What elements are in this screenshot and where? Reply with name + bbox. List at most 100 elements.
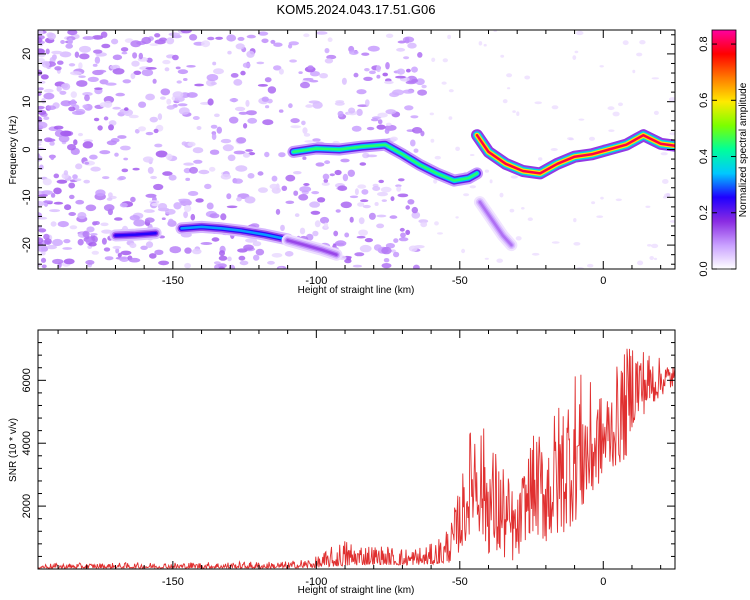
spectrogram-x-label: Height of straight line (km) (298, 285, 415, 296)
noise-speckle (38, 116, 43, 123)
noise-speckle (72, 110, 84, 115)
noise-speckle (314, 220, 321, 228)
noise-speckle (484, 169, 489, 173)
noise-speckle (112, 245, 122, 250)
noise-speckle (77, 238, 84, 246)
spectrogram-y-label: Frequency (Hz) (8, 116, 19, 185)
noise-speckle (100, 222, 109, 227)
noise-speckle (183, 211, 189, 219)
noise-speckle (74, 178, 82, 182)
noise-speckle (271, 175, 278, 182)
noise-speckle (218, 255, 228, 261)
noise-speckle (309, 201, 320, 208)
noise-speckle (183, 162, 195, 166)
noise-speckle (275, 208, 281, 215)
noise-speckle (82, 141, 94, 149)
noise-speckle (353, 72, 359, 78)
noise-speckle (211, 237, 220, 242)
noise-speckle (69, 225, 78, 230)
noise-speckle (168, 218, 174, 224)
noise-speckle (359, 244, 372, 253)
noise-speckle (258, 31, 269, 36)
noise-speckle (596, 215, 604, 218)
noise-speckle (469, 154, 475, 156)
noise-speckle (119, 202, 128, 208)
noise-speckle (240, 70, 246, 76)
spectrogram-y-tick-label: 10 (21, 96, 33, 108)
spectral-track (286, 239, 338, 256)
noise-speckle (67, 144, 76, 151)
spectrogram-x-tick-label: -50 (452, 275, 468, 287)
noise-speckle (245, 238, 258, 243)
noise-speckle (153, 183, 164, 191)
noise-speckle (198, 169, 210, 175)
snr-y-tick-label: 4000 (21, 431, 33, 455)
noise-speckle (278, 152, 286, 158)
noise-speckle (83, 179, 90, 184)
snr-panel: -150 -100 -50 0 2000 4000 6000 Height of strai… (8, 329, 676, 596)
noise-speckle (212, 61, 217, 66)
noise-speckle (376, 214, 387, 218)
noise-speckle (78, 75, 86, 78)
noise-speckle (368, 212, 376, 220)
noise-speckle (43, 92, 55, 100)
spectrogram-y-tick-label: 0 (21, 146, 33, 152)
noise-speckle (591, 201, 596, 205)
noise-speckle (437, 232, 443, 235)
noise-speckle (385, 243, 395, 249)
noise-speckle (70, 91, 78, 98)
noise-speckle (88, 242, 97, 247)
noise-speckle (94, 221, 100, 225)
noise-speckle (108, 124, 114, 131)
noise-speckle (303, 183, 310, 186)
noise-speckle (469, 185, 476, 189)
noise-speckle (599, 65, 604, 68)
noise-speckle (258, 187, 268, 193)
noise-speckle (89, 154, 98, 160)
noise-speckle (551, 241, 560, 244)
noise-speckle (166, 105, 175, 110)
noise-speckle (75, 163, 83, 170)
noise-speckle (340, 201, 352, 209)
noise-speckle (176, 80, 182, 84)
noise-speckle (124, 38, 134, 43)
noise-speckle (483, 43, 487, 47)
noise-speckle (233, 178, 244, 184)
spectral-track (292, 143, 479, 182)
noise-speckle (186, 92, 198, 98)
noise-speckle (366, 126, 375, 131)
noise-speckle (290, 118, 300, 124)
noise-speckle (341, 77, 347, 85)
noise-speckle (180, 30, 192, 34)
noise-speckle (99, 102, 108, 108)
noise-speckle (384, 128, 390, 134)
noise-speckle (324, 58, 334, 64)
noise-speckle (573, 242, 581, 246)
noise-speckle (434, 221, 439, 226)
snr-x-tick-label: 0 (600, 576, 606, 588)
spectral-track (478, 200, 513, 247)
noise-speckle (84, 94, 90, 102)
noise-speckle (177, 103, 188, 107)
noise-speckle (172, 54, 179, 61)
noise-speckle (247, 173, 255, 179)
noise-speckle (398, 178, 405, 182)
noise-speckle (38, 37, 43, 44)
noise-speckle (178, 107, 190, 115)
noise-speckle (618, 102, 623, 107)
noise-speckle (56, 85, 62, 92)
noise-speckle (79, 53, 90, 60)
noise-speckle (669, 132, 675, 136)
noise-speckle (165, 153, 173, 161)
noise-speckle (96, 69, 107, 73)
noise-speckle (213, 68, 224, 75)
noise-speckle (516, 111, 520, 116)
noise-speckle (52, 238, 63, 247)
snr-marks (38, 348, 675, 569)
noise-speckle (351, 125, 362, 132)
noise-speckle (247, 117, 258, 124)
noise-speckle (79, 45, 91, 53)
noise-speckle (463, 193, 470, 197)
noise-speckle (636, 52, 643, 57)
noise-speckle (72, 174, 78, 180)
